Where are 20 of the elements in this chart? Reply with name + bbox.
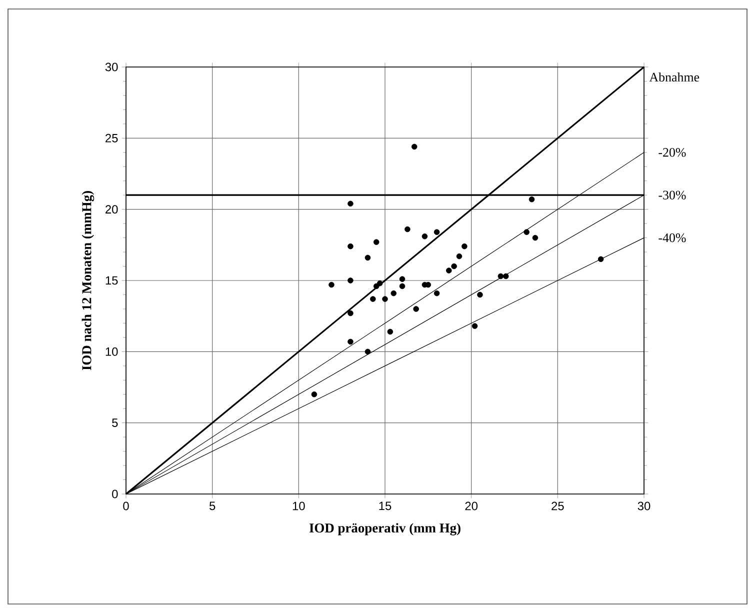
y-tick-label: 10 — [106, 347, 118, 356]
x-tick-label: 20 — [465, 502, 478, 510]
x-tick-label: 30 — [638, 502, 650, 510]
x-tick-label: 5 — [209, 502, 216, 510]
y-tick-label: 25 — [106, 134, 118, 142]
legend-label: -40% — [658, 233, 686, 242]
legend-label: -20% — [658, 148, 686, 157]
y-tick-label: 20 — [106, 205, 118, 214]
x-axis-title: IOD präoperativ (mm Hg) — [309, 523, 460, 536]
x-tick-label: 25 — [552, 502, 564, 510]
y-tick-label: 5 — [112, 418, 118, 427]
y-tick-label: 30 — [105, 62, 118, 72]
x-tick-label: 0 — [123, 502, 129, 510]
y-tick-label: 0 — [112, 490, 118, 498]
legend-label: -30% — [658, 190, 686, 200]
legend-label: Abnahme — [649, 72, 700, 82]
x-tick-label: 15 — [379, 502, 392, 510]
y-axis-title: IOD nach 12 Monaten (mmHg) — [82, 191, 94, 370]
x-tick-label: 10 — [292, 502, 305, 510]
y-tick-label: 15 — [106, 276, 118, 285]
